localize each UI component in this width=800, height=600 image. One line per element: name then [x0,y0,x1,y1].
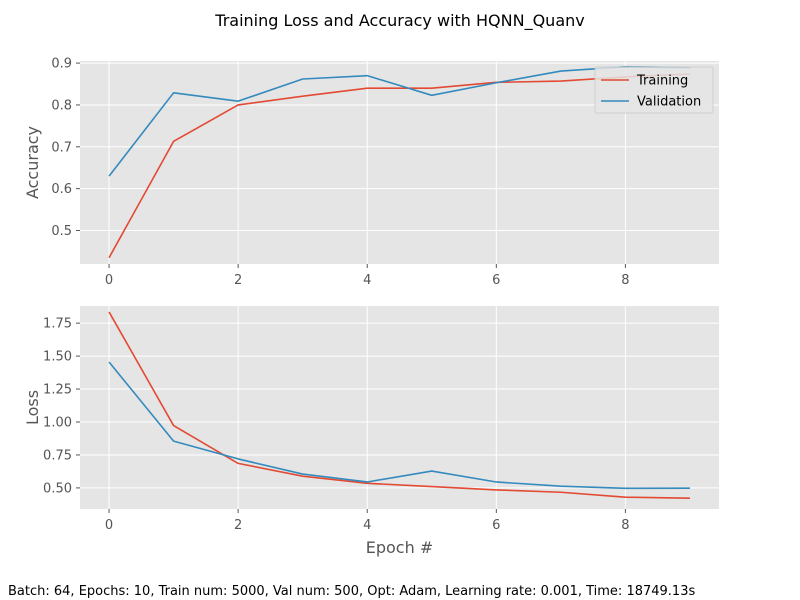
accuracy-x-tick-label: 4 [363,273,371,288]
accuracy-series-validation [108,66,690,177]
legend-label-training: Training [636,74,688,89]
loss-x-tick-label: 0 [105,518,113,533]
loss-y-tick-label: 0.75 [43,448,72,463]
loss-x-axis-label: Epoch # [366,538,433,557]
accuracy-x-tick-label: 2 [234,273,242,288]
loss-plot-area [80,306,719,509]
accuracy-y-axis-label: Accuracy [23,126,42,199]
legend: Training Validation [594,66,714,114]
accuracy-y-tick-label: 0.5 [51,224,72,239]
accuracy-series-training [108,73,690,259]
accuracy-x-tick-label: 8 [621,273,629,288]
accuracy-y-tick-label: 0.7 [51,140,72,155]
figure-title: Training Loss and Accuracy with HQNN_Qua… [214,11,584,31]
loss-x-tick-label: 2 [234,518,242,533]
loss-panel: 0 2 4 6 8 0.50 0.75 1.00 1.25 1.50 1.75 Loss Epoch # [23,306,719,557]
accuracy-y-tick-label: 0.8 [51,98,72,113]
accuracy-x-tick-label: 6 [492,273,500,288]
loss-x-tick-label: 4 [363,518,371,533]
loss-y-tick-label: 1.50 [43,350,72,365]
loss-x-tick-label: 8 [621,518,629,533]
loss-series-training [108,311,690,499]
loss-y-axis-label: Loss [23,390,42,425]
accuracy-panel: 0 2 4 6 8 0.5 0.6 0.7 0.8 0.9 Accuracy Training Vali… [23,57,719,288]
legend-label-validation: Validation [637,95,701,110]
accuracy-y-tick-label: 0.6 [51,182,72,197]
loss-y-tick-label: 0.50 [43,481,72,496]
run-info-footer: Batch: 64, Epochs: 10, Train num: 5000, … [8,584,695,599]
loss-y-tick-label: 1.25 [43,383,72,398]
accuracy-x-tick-label: 0 [105,273,113,288]
loss-y-tick-label: 1.00 [43,416,72,431]
accuracy-y-tick-label: 0.9 [51,57,72,72]
loss-x-tick-label: 6 [492,518,500,533]
loss-y-tick-label: 1.75 [43,317,72,332]
loss-series-validation [108,361,690,490]
